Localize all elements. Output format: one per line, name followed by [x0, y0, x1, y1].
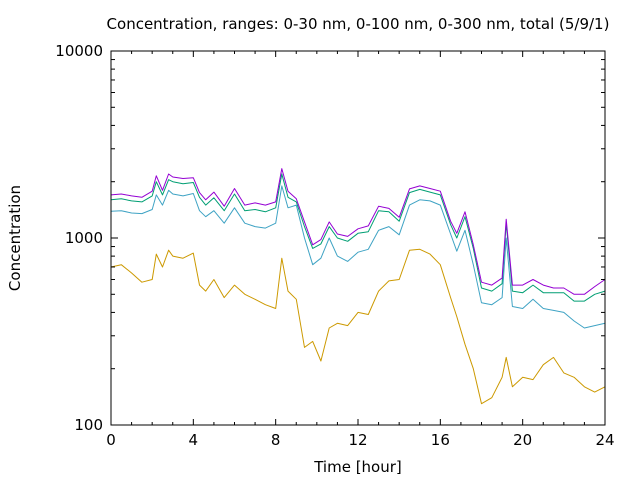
series-line-2	[110, 185, 606, 329]
y-axis-label: Concentration	[6, 185, 24, 291]
plot-frame	[110, 50, 606, 426]
series-line-4	[110, 168, 606, 295]
x-tick-label: 20	[513, 431, 532, 449]
plot-area	[110, 50, 606, 426]
x-axis-label: Time [hour]	[313, 458, 402, 476]
x-tick-label: 8	[271, 431, 281, 449]
x-axis: 0 4 8 12 16 20 24	[106, 51, 615, 449]
x-tick-label: 4	[189, 431, 199, 449]
series-line-1	[110, 248, 606, 405]
x-tick-label: 0	[106, 431, 116, 449]
series-layer	[110, 168, 606, 405]
x-tick-label: 16	[431, 431, 450, 449]
y-tick-label: 10000	[55, 42, 103, 60]
y-tick-label: 1000	[65, 229, 103, 247]
series-line-3	[110, 173, 606, 302]
y-tick-label: 100	[74, 416, 103, 434]
x-tick-label: 12	[348, 431, 367, 449]
chart-title: Concentration, ranges: 0-30 nm, 0-100 nm…	[107, 15, 610, 33]
y-axis: 100 1000 10000	[55, 42, 605, 434]
x-tick-label: 24	[595, 431, 614, 449]
